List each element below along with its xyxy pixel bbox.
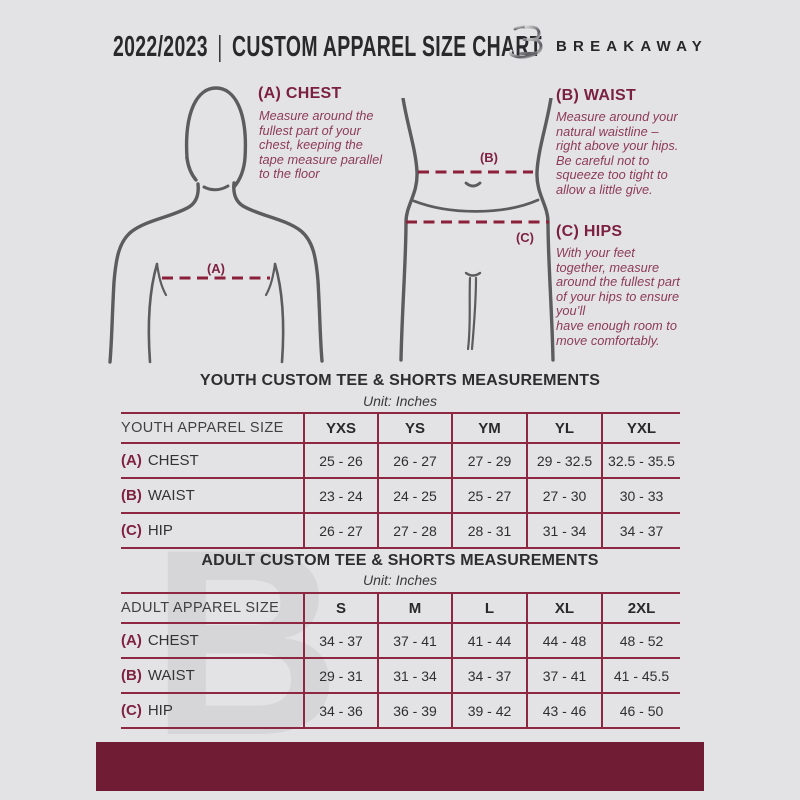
youth-size-yl: YL <box>526 413 602 443</box>
adult-chest-m: 37 - 41 <box>377 623 452 658</box>
adult-hip-2xl: 46 - 50 <box>601 693 680 728</box>
adult-hip-l: 39 - 42 <box>451 693 527 728</box>
hips-line-tag: (C) <box>516 230 534 245</box>
title-separator: | <box>217 31 223 63</box>
youth-hip-yxs: 26 - 27 <box>303 513 378 548</box>
youth-hip-yl: 31 - 34 <box>526 513 602 548</box>
adult-size-xl: XL <box>526 593 602 623</box>
youth-header-row: YOUTH APPAREL SIZE YXS YS YM YL YXL <box>121 413 680 443</box>
youth-waist-yxl: 30 - 33 <box>601 478 680 513</box>
adult-chest-s: 34 - 37 <box>303 623 378 658</box>
adult-size-table: ADULT APPAREL SIZE S M L XL 2XL (A) CHEST… <box>121 592 680 729</box>
youth-hip-yxl: 34 - 37 <box>601 513 680 548</box>
adult-hip-m: 36 - 39 <box>377 693 452 728</box>
chest-heading: (A) CHEST <box>258 85 342 102</box>
chest-line-tag: (A) <box>207 261 225 276</box>
youth-size-label: YOUTH APPAREL SIZE <box>121 420 284 436</box>
adult-size-s: S <box>303 593 378 623</box>
youth-waist-yxs: 23 - 24 <box>303 478 378 513</box>
youth-chest-yxs: 25 - 26 <box>303 443 378 478</box>
adult-hip-label: HIP <box>147 702 173 719</box>
adult-chest-l: 41 - 44 <box>451 623 527 658</box>
youth-hip-tag: (C) <box>121 522 142 539</box>
adult-size-label: ADULT APPAREL SIZE <box>121 600 280 616</box>
adult-hip-s: 34 - 36 <box>303 693 378 728</box>
youth-chest-ys: 26 - 27 <box>377 443 452 478</box>
waist-description: Measure around your natural waistline – … <box>556 109 679 197</box>
youth-size-table: YOUTH APPAREL SIZE YXS YS YM YL YXL (A) C… <box>121 412 680 549</box>
youth-hip-row: (C) HIP 26 - 27 27 - 28 28 - 31 31 - 34 3… <box>121 513 680 548</box>
hips-heading: (C) HIPS <box>556 223 623 240</box>
adult-chest-tag: (A) <box>121 632 142 649</box>
youth-size-yxs: YXS <box>303 413 378 443</box>
waist-heading: (B) WAIST <box>556 87 637 104</box>
youth-size-yxl: YXL <box>601 413 680 443</box>
page-title: 2022/2023 | CUSTOM APPAREL SIZE CHART <box>113 33 542 62</box>
youth-hip-ys: 27 - 28 <box>377 513 452 548</box>
youth-hip-ym: 28 - 31 <box>451 513 527 548</box>
adult-waist-label: WAIST <box>147 667 195 684</box>
adult-waist-tag: (B) <box>121 667 142 684</box>
adult-size-l: L <box>451 593 527 623</box>
youth-waist-row: (B) WAIST 23 - 24 24 - 25 25 - 27 27 - 30… <box>121 478 680 513</box>
adult-chest-xl: 44 - 48 <box>526 623 602 658</box>
youth-chest-tag: (A) <box>121 452 142 469</box>
adult-section-title: ADULT CUSTOM TEE & SHORTS MEASUREMENTS <box>201 552 599 569</box>
adult-waist-2xl: 41 - 45.5 <box>601 658 680 693</box>
adult-size-m: M <box>377 593 452 623</box>
hips-description: With your feet together, measure around … <box>556 245 680 348</box>
adult-hip-tag: (C) <box>121 702 142 719</box>
youth-hip-label: HIP <box>147 522 173 539</box>
youth-unit-label: Unit: Inches <box>363 393 437 409</box>
adult-chest-2xl: 48 - 52 <box>601 623 680 658</box>
breakaway-logo-icon <box>508 25 543 59</box>
lower-body-figure: (B) (C) <box>399 98 555 362</box>
youth-section-title: YOUTH CUSTOM TEE & SHORTS MEASUREMENTS <box>199 372 601 389</box>
adult-waist-m: 31 - 34 <box>377 658 452 693</box>
youth-chest-row: (A) CHEST 25 - 26 26 - 27 27 - 29 29 - 32… <box>121 443 680 478</box>
footer-bar <box>96 742 704 791</box>
adult-waist-s: 29 - 31 <box>303 658 378 693</box>
chest-description: Measure around the fullest part of your … <box>259 108 383 182</box>
youth-chest-yl: 29 - 32.5 <box>526 443 602 478</box>
youth-chest-yxl: 32.5 - 35.5 <box>601 443 680 478</box>
youth-chest-label: CHEST <box>147 452 199 469</box>
title-text: CUSTOM APPAREL SIZE CHART <box>232 31 542 63</box>
youth-waist-ys: 24 - 25 <box>377 478 452 513</box>
youth-size-ym: YM <box>451 413 527 443</box>
adult-chest-label: CHEST <box>147 632 199 649</box>
youth-waist-label: WAIST <box>147 487 195 504</box>
youth-waist-ym: 25 - 27 <box>451 478 527 513</box>
youth-waist-tag: (B) <box>121 487 142 504</box>
adult-chest-row: (A) CHEST 34 - 37 37 - 41 41 - 44 44 - 48… <box>121 623 680 658</box>
adult-waist-l: 34 - 37 <box>451 658 527 693</box>
adult-unit-label: Unit: Inches <box>363 572 437 588</box>
season-label: 2022/2023 <box>113 31 208 63</box>
youth-size-ys: YS <box>377 413 452 443</box>
youth-chest-ym: 27 - 29 <box>451 443 527 478</box>
adult-hip-xl: 43 - 46 <box>526 693 602 728</box>
adult-size-2xl: 2XL <box>601 593 680 623</box>
waist-line-tag: (B) <box>480 150 498 165</box>
brand-name: BREAKAWAY <box>556 38 708 55</box>
adult-waist-row: (B) WAIST 29 - 31 31 - 34 34 - 37 37 - 41… <box>121 658 680 693</box>
youth-waist-yl: 27 - 30 <box>526 478 602 513</box>
adult-hip-row: (C) HIP 34 - 36 36 - 39 39 - 42 43 - 46 4… <box>121 693 680 728</box>
adult-waist-xl: 37 - 41 <box>526 658 602 693</box>
adult-header-row: ADULT APPAREL SIZE S M L XL 2XL <box>121 593 680 623</box>
torso-figure: (A) <box>108 86 324 364</box>
